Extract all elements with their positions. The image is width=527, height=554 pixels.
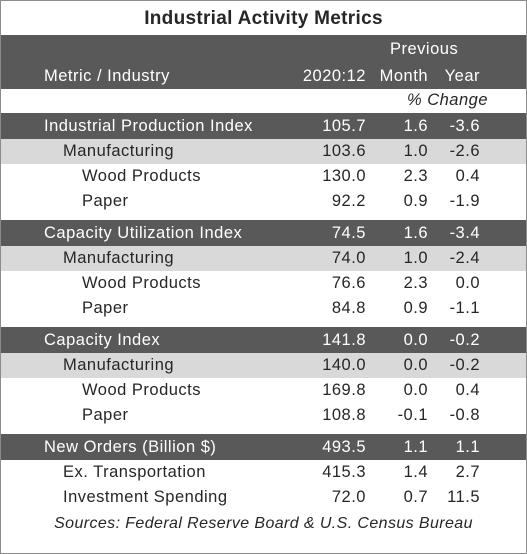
row-label: Paper bbox=[82, 299, 129, 317]
change-row: % Change bbox=[1, 89, 526, 113]
table-row: Capacity Utilization Index 74.5 1.6 -3.4 bbox=[1, 220, 526, 246]
header-metric: Metric / Industry bbox=[44, 67, 170, 85]
row-label: New Orders (Billion $) bbox=[44, 438, 217, 456]
row-label: Capacity Index bbox=[44, 331, 161, 349]
value-cell: 0.7 bbox=[403, 488, 428, 506]
value-cell: 415.3 bbox=[322, 463, 366, 481]
value-cell: 105.7 bbox=[322, 117, 366, 135]
table-row: Manufacturing 103.6 1.0 -2.6 bbox=[1, 139, 526, 164]
table-row: Wood Products 130.0 2.3 0.4 bbox=[1, 164, 526, 189]
value-cell: -0.8 bbox=[449, 406, 480, 424]
value-cell: 2.3 bbox=[403, 167, 428, 185]
value-cell: 1.0 bbox=[403, 249, 428, 267]
source-note: Sources: Federal Reserve Board & U.S. Ce… bbox=[54, 515, 473, 532]
value-cell: 92.2 bbox=[331, 192, 366, 210]
value-cell: 0.0 bbox=[403, 381, 428, 399]
header-previous: Previous bbox=[390, 40, 459, 58]
table-title: Industrial Activity Metrics bbox=[144, 8, 383, 29]
value-cell: 72.0 bbox=[331, 488, 366, 506]
row-label: Investment Spending bbox=[63, 488, 228, 506]
value-cell: 84.8 bbox=[331, 299, 366, 317]
row-label: Paper bbox=[82, 192, 129, 210]
value-cell: 1.4 bbox=[403, 463, 428, 481]
change-label: % Change bbox=[406, 91, 488, 109]
value-cell: 1.6 bbox=[403, 117, 428, 135]
value-cell: 0.4 bbox=[455, 381, 480, 399]
section: Industrial Production Index 105.7 1.6 -3.6 M… bbox=[1, 113, 526, 214]
value-cell: 2.3 bbox=[403, 274, 428, 292]
value-cell: -2.6 bbox=[449, 142, 480, 160]
value-cell: 108.8 bbox=[322, 406, 366, 424]
value-cell: 76.6 bbox=[331, 274, 366, 292]
value-cell: 74.5 bbox=[331, 224, 366, 242]
table-row: Wood Products 169.8 0.0 0.4 bbox=[1, 378, 526, 403]
row-label: Manufacturing bbox=[63, 356, 175, 374]
value-cell: 0.4 bbox=[455, 167, 480, 185]
header-year: Year bbox=[444, 67, 480, 85]
row-label: Capacity Utilization Index bbox=[44, 224, 243, 242]
table-row: Manufacturing 140.0 0.0 -0.2 bbox=[1, 353, 526, 378]
row-label: Wood Products bbox=[82, 381, 202, 399]
value-cell: -2.4 bbox=[449, 249, 480, 267]
table-row: Manufacturing 74.0 1.0 -2.4 bbox=[1, 246, 526, 271]
value-cell: -0.1 bbox=[397, 406, 428, 424]
section: Capacity Index 141.8 0.0 -0.2 Manufacturing 1… bbox=[1, 327, 526, 428]
table-row: Capacity Index 141.8 0.0 -0.2 bbox=[1, 327, 526, 353]
section: Capacity Utilization Index 74.5 1.6 -3.4 Man… bbox=[1, 220, 526, 321]
header: Previous Metric / Industry 2020:12 Month… bbox=[1, 35, 526, 89]
value-cell: 493.5 bbox=[322, 438, 366, 456]
row-label: Wood Products bbox=[82, 274, 202, 292]
header-month: Month bbox=[379, 67, 428, 85]
value-cell: 0.0 bbox=[403, 331, 428, 349]
value-cell: 0.9 bbox=[403, 299, 428, 317]
row-label: Wood Products bbox=[82, 167, 202, 185]
table-row: Investment Spending 72.0 0.7 11.5 bbox=[1, 485, 526, 510]
value-cell: 1.1 bbox=[455, 438, 480, 456]
value-cell: 140.0 bbox=[322, 356, 366, 374]
table-row: Paper 84.8 0.9 -1.1 bbox=[1, 296, 526, 321]
value-cell: 1.0 bbox=[403, 142, 428, 160]
value-cell: 74.0 bbox=[331, 249, 366, 267]
table-row: Wood Products 76.6 2.3 0.0 bbox=[1, 271, 526, 296]
value-cell: 0.0 bbox=[455, 274, 480, 292]
value-cell: 11.5 bbox=[447, 488, 480, 506]
row-label: Manufacturing bbox=[63, 142, 175, 160]
table-row: New Orders (Billion $) 493.5 1.1 1.1 bbox=[1, 434, 526, 460]
section: New Orders (Billion $) 493.5 1.1 1.1 Ex. Tra… bbox=[1, 434, 526, 510]
value-cell: 1.6 bbox=[403, 224, 428, 242]
table-body: Industrial Production Index 105.7 1.6 -3.6 M… bbox=[1, 113, 526, 510]
value-cell: 1.1 bbox=[403, 438, 428, 456]
table-row: Ex. Transportation 415.3 1.4 2.7 bbox=[1, 460, 526, 485]
value-cell: 0.0 bbox=[403, 356, 428, 374]
table-row: Paper 108.8 -0.1 -0.8 bbox=[1, 403, 526, 428]
value-cell: 0.9 bbox=[403, 192, 428, 210]
table-row: Paper 92.2 0.9 -1.9 bbox=[1, 189, 526, 214]
table-row: Industrial Production Index 105.7 1.6 -3.6 bbox=[1, 113, 526, 139]
value-cell: 2.7 bbox=[455, 463, 480, 481]
header-period: 2020:12 bbox=[302, 67, 366, 85]
value-cell: -1.1 bbox=[449, 299, 480, 317]
value-cell: -0.2 bbox=[449, 331, 480, 349]
value-cell: -0.2 bbox=[449, 356, 480, 374]
row-label: Ex. Transportation bbox=[63, 463, 206, 481]
row-label: Paper bbox=[82, 406, 129, 424]
value-cell: 130.0 bbox=[322, 167, 366, 185]
row-label: Industrial Production Index bbox=[44, 117, 253, 135]
value-cell: 169.8 bbox=[322, 381, 366, 399]
value-cell: -1.9 bbox=[449, 192, 480, 210]
value-cell: -3.4 bbox=[449, 224, 480, 242]
value-cell: 103.6 bbox=[322, 142, 366, 160]
row-label: Manufacturing bbox=[63, 249, 175, 267]
value-cell: 141.8 bbox=[322, 331, 366, 349]
value-cell: -3.6 bbox=[449, 117, 480, 135]
